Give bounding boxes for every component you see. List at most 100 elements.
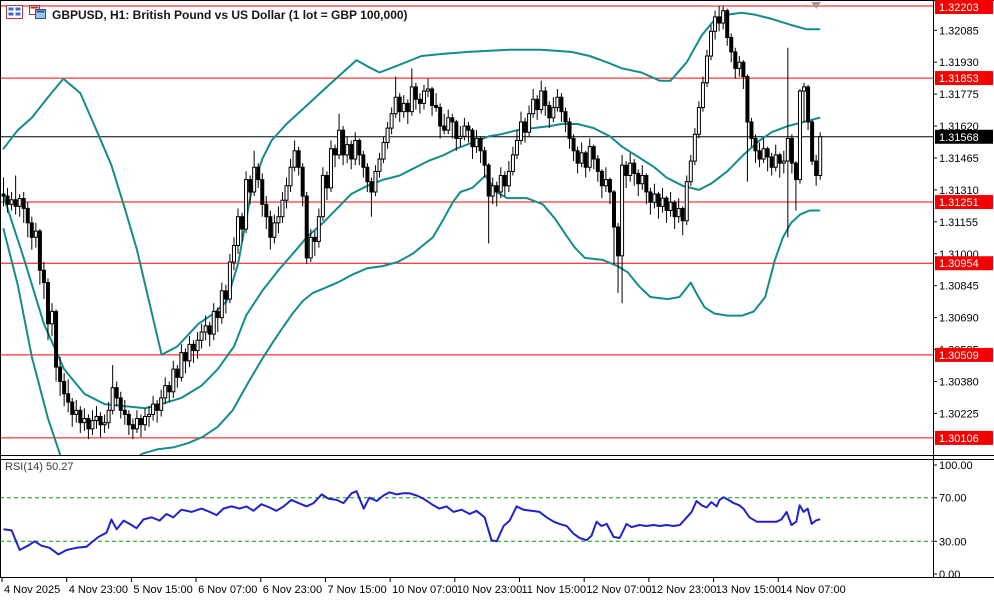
candle-body [543,90,548,106]
candle-body [134,418,139,430]
candle-body [365,166,370,183]
candle-body [300,166,305,197]
candle-body [535,98,540,111]
candle-body [373,170,378,193]
candle-body [397,96,402,113]
candle-body [288,166,293,187]
candle-body [624,164,629,176]
price-level-lines [0,5,933,439]
candle-body [628,162,633,176]
badge-label: 1.31853 [939,73,979,85]
candle-body [486,164,491,197]
candle-body [745,76,750,123]
time-label: 13 Nov 15:00 [716,584,781,596]
candle-body [616,226,621,257]
candle-body [559,96,564,113]
rsi-indicator-label: RSI(14) 50.27 [5,461,74,473]
candle-body [709,30,714,57]
candle-body [490,185,495,197]
candle-body [159,397,164,411]
candle-body [547,104,552,119]
indicator-list-icon[interactable] [6,5,23,25]
time-label: 10 Nov 23:00 [457,584,522,596]
candle-body [519,121,524,141]
candle-body [268,216,273,238]
candle-body [33,230,38,238]
candle-body [248,179,253,193]
candle-body [446,117,451,131]
candle-body [571,137,576,152]
candle-body [54,310,59,368]
candle-body [304,195,309,259]
candle-body [672,201,677,218]
candle-body [523,121,528,133]
candle-body [696,107,701,135]
candle-body [191,343,196,352]
chart-windows-icon[interactable] [29,5,46,25]
candle-body [785,137,790,162]
candle-body [531,98,536,115]
candle-body [122,409,127,415]
candle-body [777,154,782,164]
level-price-badge: 1.30954 [935,256,993,271]
candle-body [82,418,87,424]
candle-body [17,198,22,207]
candle-body [814,160,819,176]
candle-body [640,174,645,185]
bollinger-middle-band [2,116,821,410]
badge-bg [935,430,993,445]
candle-body [312,236,317,242]
candle-body [599,170,604,187]
time-axis: 4 Nov 2025 4 Nov 23:00 5 Nov 15:00 6 Nov 07… [1,578,846,596]
candle-body [86,418,91,430]
candle-body [498,174,503,193]
price-axis: 1.320851.319301.317751.316201.314651.313… [933,25,979,581]
candle-body [377,158,382,172]
time-label: 12 Nov 23:00 [651,584,716,596]
candle-body [369,181,374,193]
price-tick-label: 1.30380 [939,376,979,388]
level-price-badge: 1.30509 [935,347,993,362]
candle-body [114,387,119,399]
candle-body [684,181,689,222]
candle-body [264,203,269,218]
badge-bg [935,71,993,86]
candle-body [130,424,135,430]
candle-body [510,154,515,172]
price-tick-label: 1.30690 [939,313,979,325]
candle-body [620,164,625,257]
price-tick-label: 1.32085 [939,25,979,37]
badge-bg [935,0,993,14]
candle-body [587,146,592,168]
candle-body [704,55,709,84]
candle-body [284,185,289,201]
candle-body [361,154,366,168]
candle-body [353,139,358,160]
candle-body [195,339,200,352]
candle-body [163,385,168,399]
candle-body [126,413,131,426]
candle-body [494,185,499,193]
candle-body [341,129,346,156]
candle-body [575,150,580,164]
candle-body [454,121,459,139]
rsi-line [3,490,821,556]
rsi-tick-label: 0.00 [939,569,960,581]
rsi-panel[interactable] [0,490,933,556]
scroll-end-marker[interactable] [811,2,822,9]
candle-body [765,148,770,158]
candle-body [66,393,71,403]
candle-body [603,179,608,187]
candle-body [13,199,18,207]
candle-body [110,387,115,411]
candle-body [721,10,726,24]
level-price-badge: 1.30106 [935,430,993,445]
candle-body [729,36,734,53]
candle-body [502,174,507,187]
candle-body [664,197,669,212]
candle-body [70,401,75,415]
candle-body [680,207,685,222]
candle-body [458,135,463,139]
bollinger-bands [2,11,821,455]
